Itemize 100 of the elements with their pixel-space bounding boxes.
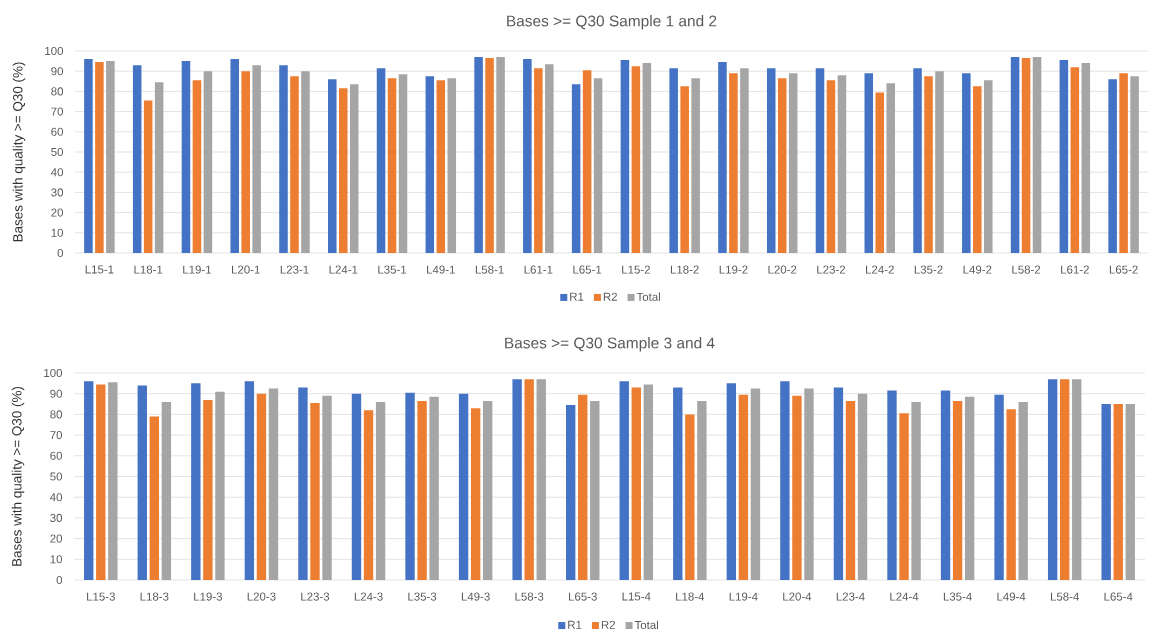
bar bbox=[192, 80, 202, 253]
bar bbox=[398, 74, 408, 253]
x-tick-label: L24-2 bbox=[866, 265, 894, 274]
bar bbox=[673, 387, 683, 580]
legend-label: R1 bbox=[570, 292, 584, 301]
x-tick-label: L19-3 bbox=[194, 592, 223, 601]
y-axis-title: Bases with quality >= Q30 (%) bbox=[11, 386, 25, 566]
bar bbox=[338, 88, 348, 253]
bar bbox=[1072, 379, 1082, 580]
y-tick-label: 0 bbox=[57, 248, 64, 258]
y-tick-label: 40 bbox=[50, 493, 63, 502]
bar bbox=[84, 59, 93, 253]
x-tick-label: L15-3 bbox=[87, 592, 115, 601]
x-tick-label: L23-3 bbox=[301, 592, 330, 601]
x-tick-label: L35-1 bbox=[378, 265, 407, 274]
y-tick-label: 20 bbox=[51, 208, 64, 217]
bar bbox=[363, 410, 374, 580]
bar bbox=[268, 388, 279, 580]
x-tick-label: L20-3 bbox=[247, 592, 276, 601]
x-tick-label: L23-2 bbox=[817, 265, 846, 274]
legend-label: R2 bbox=[603, 292, 617, 301]
bar bbox=[230, 59, 239, 253]
bar bbox=[244, 381, 255, 580]
y-tick-label: 40 bbox=[51, 168, 64, 177]
x-tick-label: L23-4 bbox=[836, 592, 865, 601]
bar bbox=[680, 86, 689, 253]
bar bbox=[279, 65, 288, 253]
bar bbox=[590, 400, 600, 580]
bar bbox=[512, 379, 522, 580]
x-tick-label: L49-4 bbox=[997, 592, 1026, 601]
bar bbox=[534, 68, 543, 253]
bar bbox=[458, 393, 469, 580]
y-tick-label: 90 bbox=[50, 389, 63, 398]
y-tick-label: 60 bbox=[50, 451, 63, 460]
bar bbox=[1113, 404, 1123, 580]
bar bbox=[545, 64, 554, 253]
bar bbox=[203, 399, 213, 580]
bar bbox=[132, 65, 142, 253]
x-tick-label: L15-4 bbox=[622, 592, 651, 601]
bar bbox=[643, 384, 654, 580]
bar bbox=[1047, 379, 1058, 580]
bar bbox=[290, 76, 299, 253]
bar bbox=[899, 413, 909, 580]
bar bbox=[96, 384, 106, 580]
bar bbox=[1119, 73, 1128, 253]
bar bbox=[940, 390, 951, 580]
x-tick-label: L65-3 bbox=[569, 592, 597, 601]
bar bbox=[729, 73, 738, 253]
x-tick-label: L58-1 bbox=[475, 265, 504, 274]
bar bbox=[815, 68, 825, 253]
bar bbox=[924, 76, 933, 253]
bar bbox=[913, 68, 922, 253]
y-tick-label: 10 bbox=[51, 228, 64, 237]
x-tick-label: L19-2 bbox=[719, 265, 748, 274]
x-tick-label: L18-2 bbox=[670, 265, 699, 274]
bar bbox=[1130, 76, 1139, 253]
bar bbox=[887, 390, 897, 580]
bar bbox=[310, 403, 320, 580]
x-tick-label: L24-1 bbox=[329, 265, 358, 274]
bar bbox=[181, 61, 191, 253]
bar bbox=[964, 396, 975, 580]
bar bbox=[984, 80, 993, 253]
bar bbox=[95, 62, 104, 253]
bar bbox=[375, 401, 386, 580]
legend-label: Total bbox=[634, 620, 658, 630]
bar bbox=[1018, 401, 1028, 580]
y-tick-label: 30 bbox=[51, 188, 64, 197]
bar bbox=[252, 65, 261, 253]
bar bbox=[298, 387, 308, 580]
bar bbox=[750, 388, 761, 580]
x-tick-label: L24-3 bbox=[354, 592, 383, 601]
bar bbox=[154, 82, 164, 253]
bar bbox=[571, 84, 581, 253]
bar bbox=[593, 78, 603, 253]
legend-label: R2 bbox=[601, 620, 615, 629]
x-tick-label: L23-1 bbox=[280, 265, 309, 274]
legend-label: R1 bbox=[568, 620, 582, 629]
x-tick-label: L65-2 bbox=[1109, 265, 1138, 274]
bar bbox=[523, 59, 532, 253]
chart-title: Bases >= Q30 Sample 1 and 2 bbox=[507, 15, 717, 30]
bar bbox=[1108, 79, 1117, 253]
bar bbox=[857, 393, 868, 580]
bar bbox=[474, 57, 483, 253]
legend-label: Total bbox=[636, 292, 660, 301]
bar bbox=[780, 381, 790, 580]
bar bbox=[1081, 63, 1091, 253]
x-tick-label: L49-2 bbox=[963, 265, 992, 274]
chart-title: Bases >= Q30 Sample 3 and 4 bbox=[505, 337, 715, 352]
x-tick-label: L15-1 bbox=[85, 265, 114, 274]
bar bbox=[582, 70, 592, 253]
bar bbox=[470, 408, 481, 580]
bar bbox=[726, 383, 737, 580]
bar bbox=[351, 393, 362, 580]
bar bbox=[697, 400, 707, 580]
y-tick-label: 70 bbox=[50, 431, 63, 440]
x-tick-label: L58-2 bbox=[1012, 265, 1041, 274]
x-tick-label: L35-3 bbox=[408, 592, 437, 601]
bar bbox=[1021, 58, 1031, 253]
bar bbox=[973, 86, 982, 253]
y-tick-label: 50 bbox=[51, 147, 64, 157]
